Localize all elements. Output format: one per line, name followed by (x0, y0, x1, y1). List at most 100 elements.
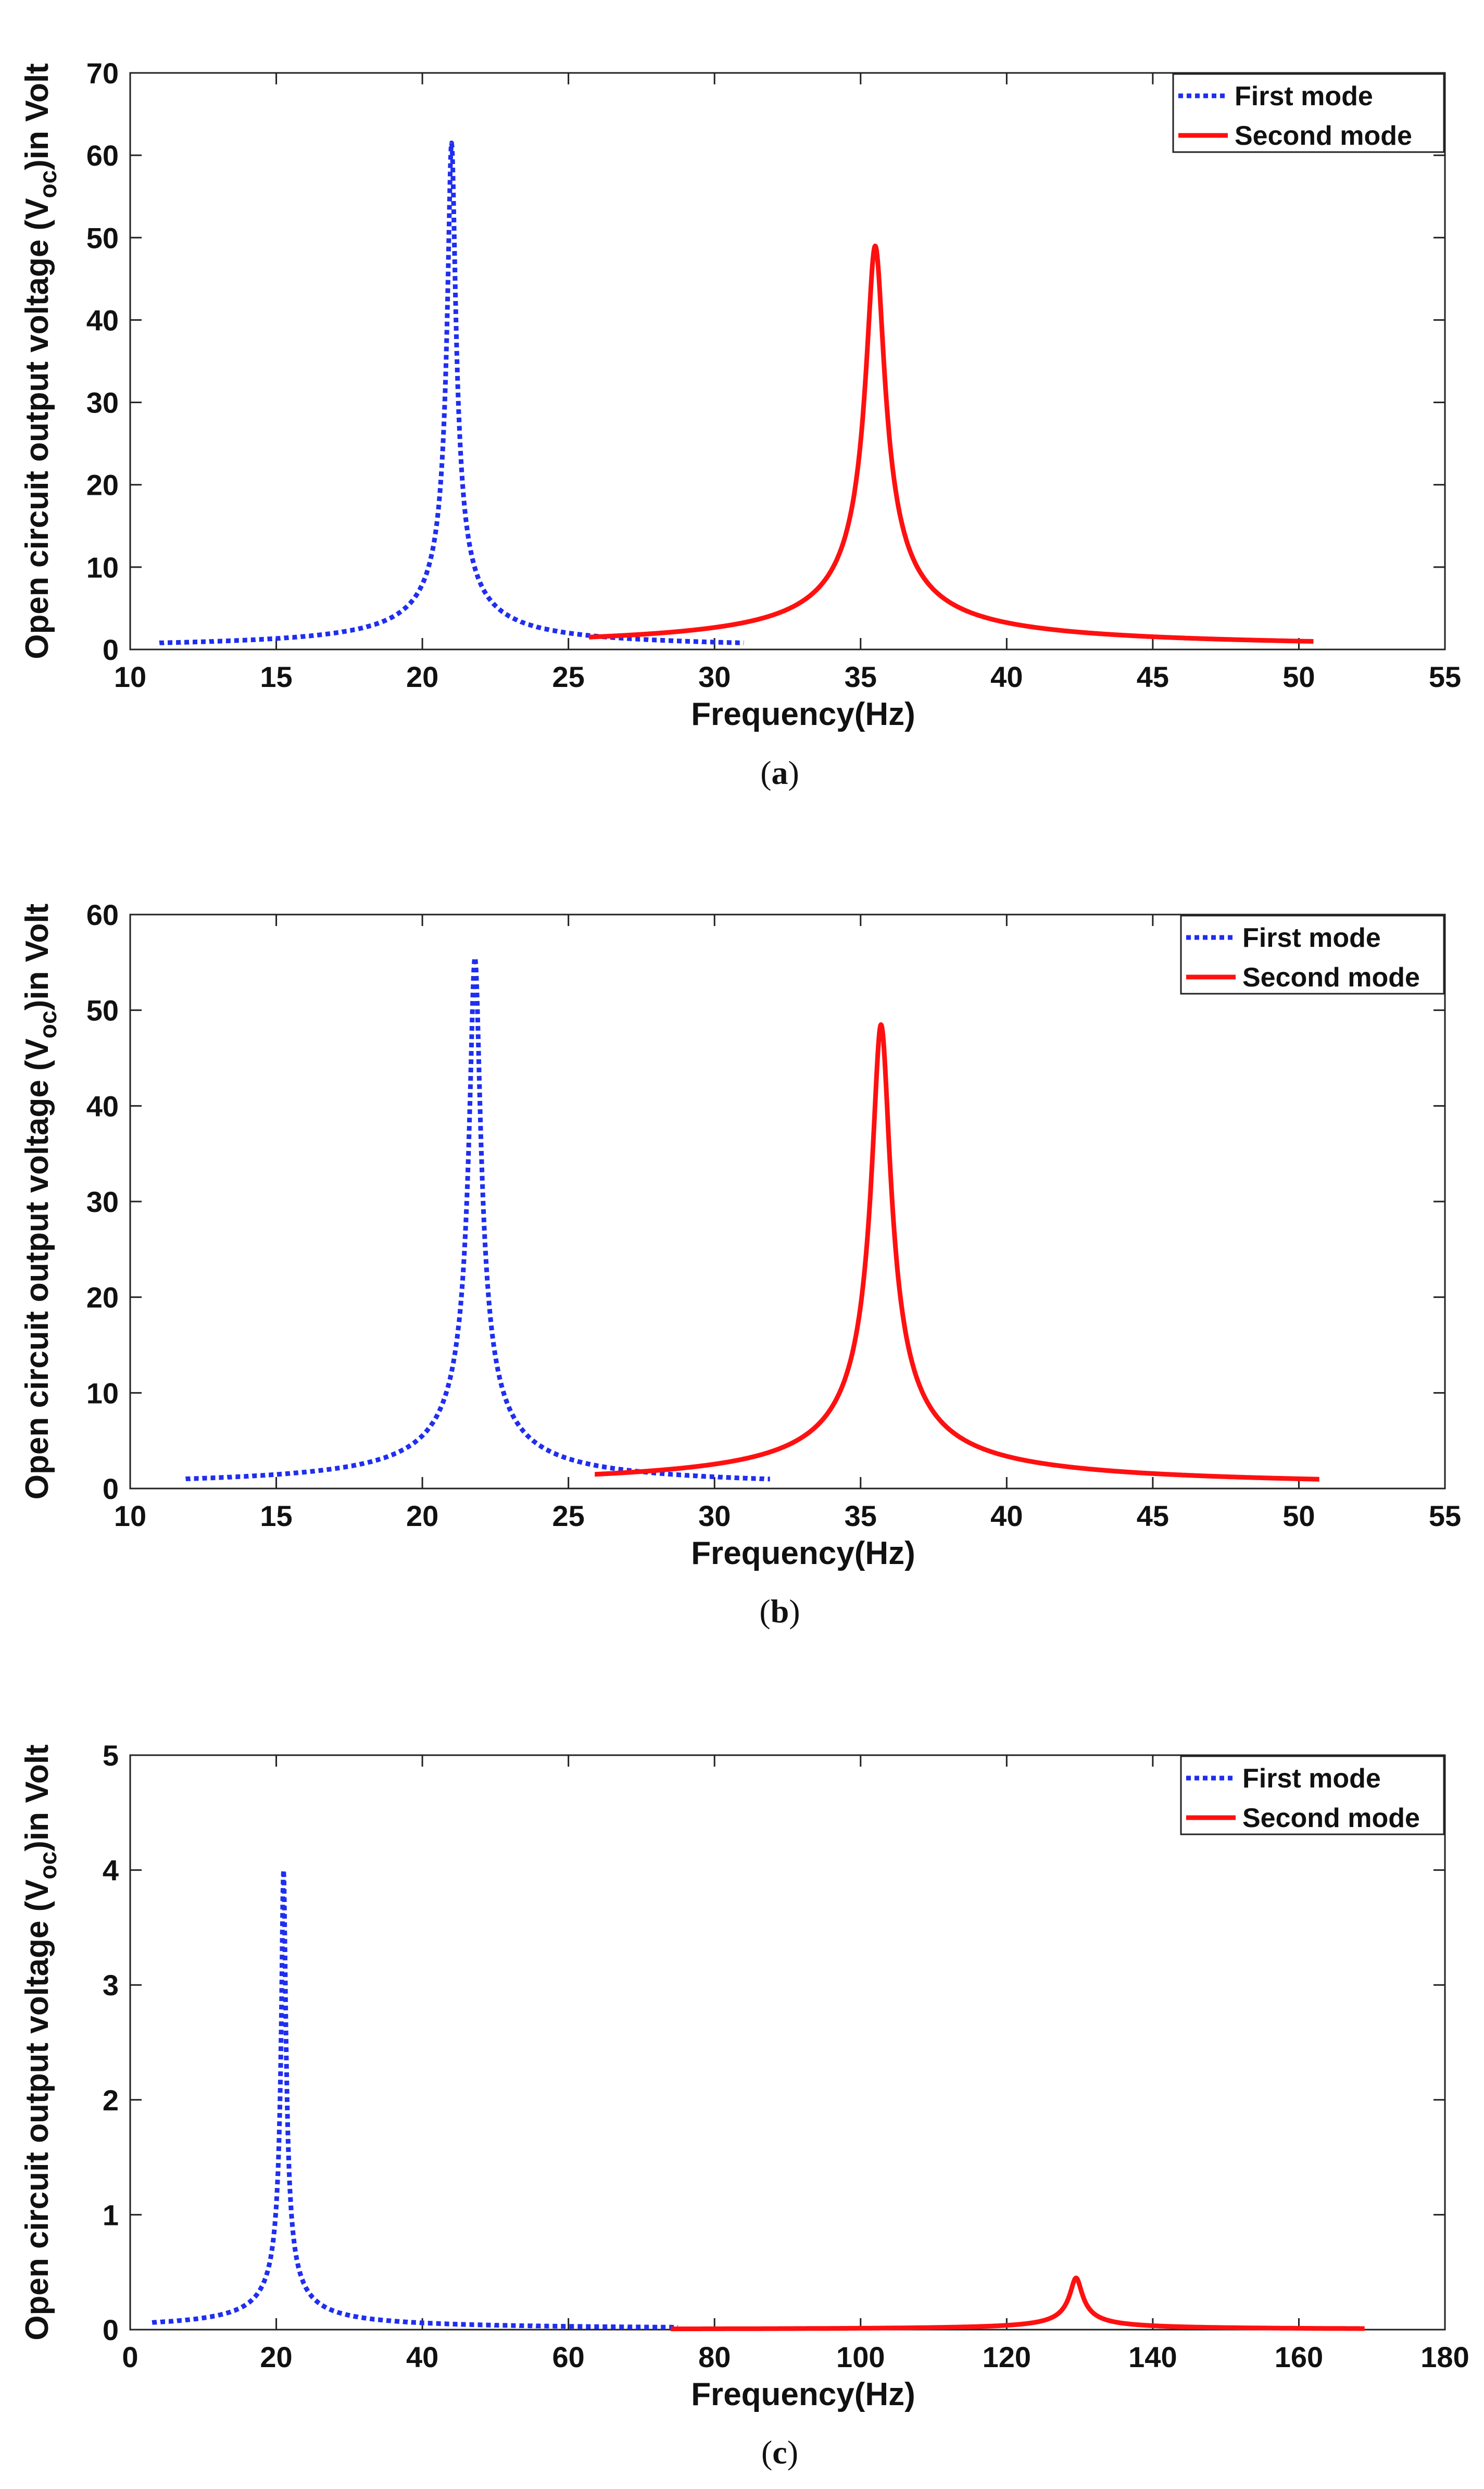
x-tick-label: 30 (698, 1499, 731, 1532)
legend-label-second-mode: Second mode (1242, 1803, 1420, 1833)
y-axis-label: Open circuit output voltage (Voc)in Volt (19, 1744, 61, 2340)
x-tick-label: 25 (552, 660, 585, 693)
y-tick-label: 50 (86, 221, 119, 254)
y-tick-label: 5 (103, 1739, 119, 1772)
y-axis-label-prefix: Open circuit output voltage (V (19, 1039, 55, 1499)
legend: First mode Second mode (1172, 73, 1445, 153)
x-tick-label: 20 (406, 660, 438, 693)
plot-area (129, 1754, 1446, 2331)
legend-label-first-mode: First mode (1235, 81, 1373, 111)
x-tick-label: 0 (122, 2341, 138, 2373)
y-tick-label: 0 (103, 2313, 119, 2346)
caption-letter: a (772, 754, 788, 791)
x-tick-label: 140 (1128, 2341, 1177, 2373)
legend-label-second-mode: Second mode (1242, 962, 1420, 993)
y-tick-label: 10 (86, 1377, 119, 1409)
legend-box (1172, 73, 1445, 153)
chart-panel-c: 0 20 40 60 80 100 120 140 160 180 0 1 2 3 4 5 Frequency(… (19, 1739, 1469, 2471)
x-tick-label: 60 (552, 2341, 585, 2373)
legend-label-second-mode: Second mode (1235, 121, 1412, 151)
y-axis-label-prefix: Open circuit output voltage (V (19, 198, 55, 659)
x-tick-label: 55 (1429, 660, 1461, 693)
x-tick-label: 20 (406, 1499, 438, 1532)
x-tick-label: 10 (114, 1499, 146, 1532)
y-axis-label: Open circuit output voltage (Voc)in Volt (19, 63, 61, 659)
x-tick-label: 40 (406, 2341, 438, 2373)
x-tick-label: 10 (114, 660, 146, 693)
y-axis-label-subscript: oc (34, 170, 61, 198)
y-tick-label: 10 (86, 551, 119, 584)
x-tick-label: 50 (1282, 1499, 1315, 1532)
chart-panel-a: 10 15 20 25 30 35 40 45 50 55010203040506070Frequ… (19, 57, 1461, 791)
y-axis-label: Open circuit output voltage (Voc)in Volt (19, 904, 61, 1499)
panel-caption: (c) (761, 2434, 798, 2471)
caption-open: ( (760, 754, 771, 791)
x-tick-label: 40 (990, 1499, 1023, 1532)
legend-label-first-mode: First mode (1242, 923, 1381, 953)
caption-close: ) (789, 1593, 800, 1630)
y-tick-label: 0 (103, 1472, 119, 1505)
legend-box (1180, 915, 1445, 995)
x-tick-label: 20 (260, 2341, 292, 2373)
y-tick-label: 30 (86, 1185, 119, 1218)
y-tick-label: 1 (103, 2198, 119, 2231)
series-line-first-mode (183, 955, 772, 1482)
caption-close: ) (788, 754, 799, 791)
plot-area (129, 914, 1446, 1490)
y-axis-label-subscript: oc (34, 1852, 61, 1880)
y-tick-label: 2 (103, 2084, 119, 2117)
y-tick-label: 20 (86, 1281, 119, 1314)
y-tick-label: 70 (86, 57, 119, 90)
caption-letter: c (772, 2434, 787, 2471)
legend-box (1180, 1755, 1445, 1835)
x-tick-label: 80 (698, 2341, 731, 2373)
x-axis-label: Frequency(Hz) (691, 1535, 915, 1571)
panel-caption: (b) (759, 1593, 800, 1630)
legend: First mode Second mode (1180, 1755, 1445, 1835)
x-tick-label: 15 (260, 660, 292, 693)
x-tick-label: 30 (698, 660, 731, 693)
caption-close: ) (787, 2434, 798, 2471)
series-line-first-mode (157, 140, 746, 645)
chart-panel-b: 10 15 20 25 30 35 40 45 50 550102030405060Frequen… (19, 898, 1461, 1630)
series-line-first-mode (150, 1868, 680, 2330)
y-tick-label: 50 (86, 994, 119, 1027)
x-axis-label: Frequency(Hz) (691, 696, 915, 732)
x-tick-label: 15 (260, 1499, 292, 1532)
x-tick-label: 45 (1137, 1499, 1169, 1532)
y-tick-label: 30 (86, 386, 119, 419)
y-tick-label: 3 (103, 1969, 119, 2002)
y-tick-label: 0 (103, 633, 119, 666)
x-tick-label: 120 (983, 2341, 1031, 2373)
panel-caption: (a) (760, 754, 799, 791)
series-line-second-mode (669, 2275, 1367, 2332)
plot-area (129, 72, 1446, 651)
x-tick-label: 45 (1137, 660, 1169, 693)
y-axis-label-subscript: oc (34, 1010, 61, 1039)
x-tick-label: 50 (1282, 660, 1315, 693)
x-tick-label: 40 (990, 660, 1023, 693)
y-tick-label: 40 (86, 1090, 119, 1122)
caption-letter: b (771, 1593, 789, 1630)
caption-open: ( (761, 2434, 772, 2471)
x-tick-label: 35 (845, 1499, 877, 1532)
x-tick-label: 55 (1429, 1499, 1461, 1532)
y-tick-label: 60 (86, 139, 119, 172)
legend-label-first-mode: First mode (1242, 1763, 1381, 1794)
y-axis-label-suffix: )in Volt (19, 904, 55, 1010)
y-tick-label: 4 (103, 1854, 119, 1887)
legend: First mode Second mode (1180, 915, 1445, 995)
caption-open: ( (759, 1593, 770, 1630)
y-tick-label: 60 (86, 898, 119, 931)
y-tick-label: 20 (86, 469, 119, 502)
y-axis-label-suffix: )in Volt (19, 1744, 55, 1851)
x-tick-label: 25 (552, 1499, 585, 1532)
y-axis-label-suffix: )in Volt (19, 63, 55, 170)
x-tick-label: 180 (1420, 2341, 1469, 2373)
x-tick-label: 35 (845, 660, 877, 693)
series-line-second-mode (587, 243, 1315, 644)
series-line-second-mode (593, 1022, 1322, 1482)
y-tick-label: 40 (86, 304, 119, 336)
x-tick-label: 100 (836, 2341, 885, 2373)
